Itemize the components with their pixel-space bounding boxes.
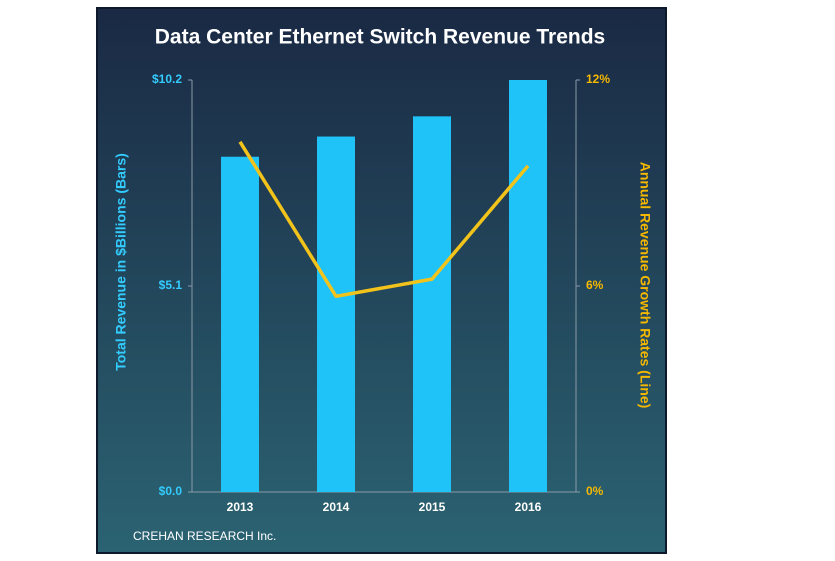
line	[238, 140, 530, 299]
x-tick-label: 2016	[515, 500, 542, 514]
y-tick-label: $5.1	[159, 278, 183, 292]
source: CREHAN RESEARCH Inc.	[133, 529, 276, 543]
bar	[509, 80, 547, 492]
y-tick-label: $10.2	[152, 72, 182, 86]
bar	[221, 156, 259, 492]
x-tick-label: 2014	[323, 500, 350, 514]
y-axis-label: Total Revenue in $Billions (Bars)	[113, 153, 129, 371]
y2-tick-label: 0%	[586, 484, 604, 498]
panel	[96, 7, 667, 554]
y2-axis-label: Annual Revenue Growth Rates (Line)	[637, 162, 653, 409]
chart-title: Data Center Ethernet Switch Revenue Tren…	[155, 26, 605, 49]
bar	[317, 136, 355, 493]
bar	[413, 116, 451, 493]
y2-tick-label: 12%	[586, 72, 610, 86]
x-tick-label: 2013	[227, 500, 254, 514]
y2-tick-label: 6%	[586, 278, 604, 292]
y-tick-label: $0.0	[159, 484, 183, 498]
x-tick-label: 2015	[419, 500, 446, 514]
